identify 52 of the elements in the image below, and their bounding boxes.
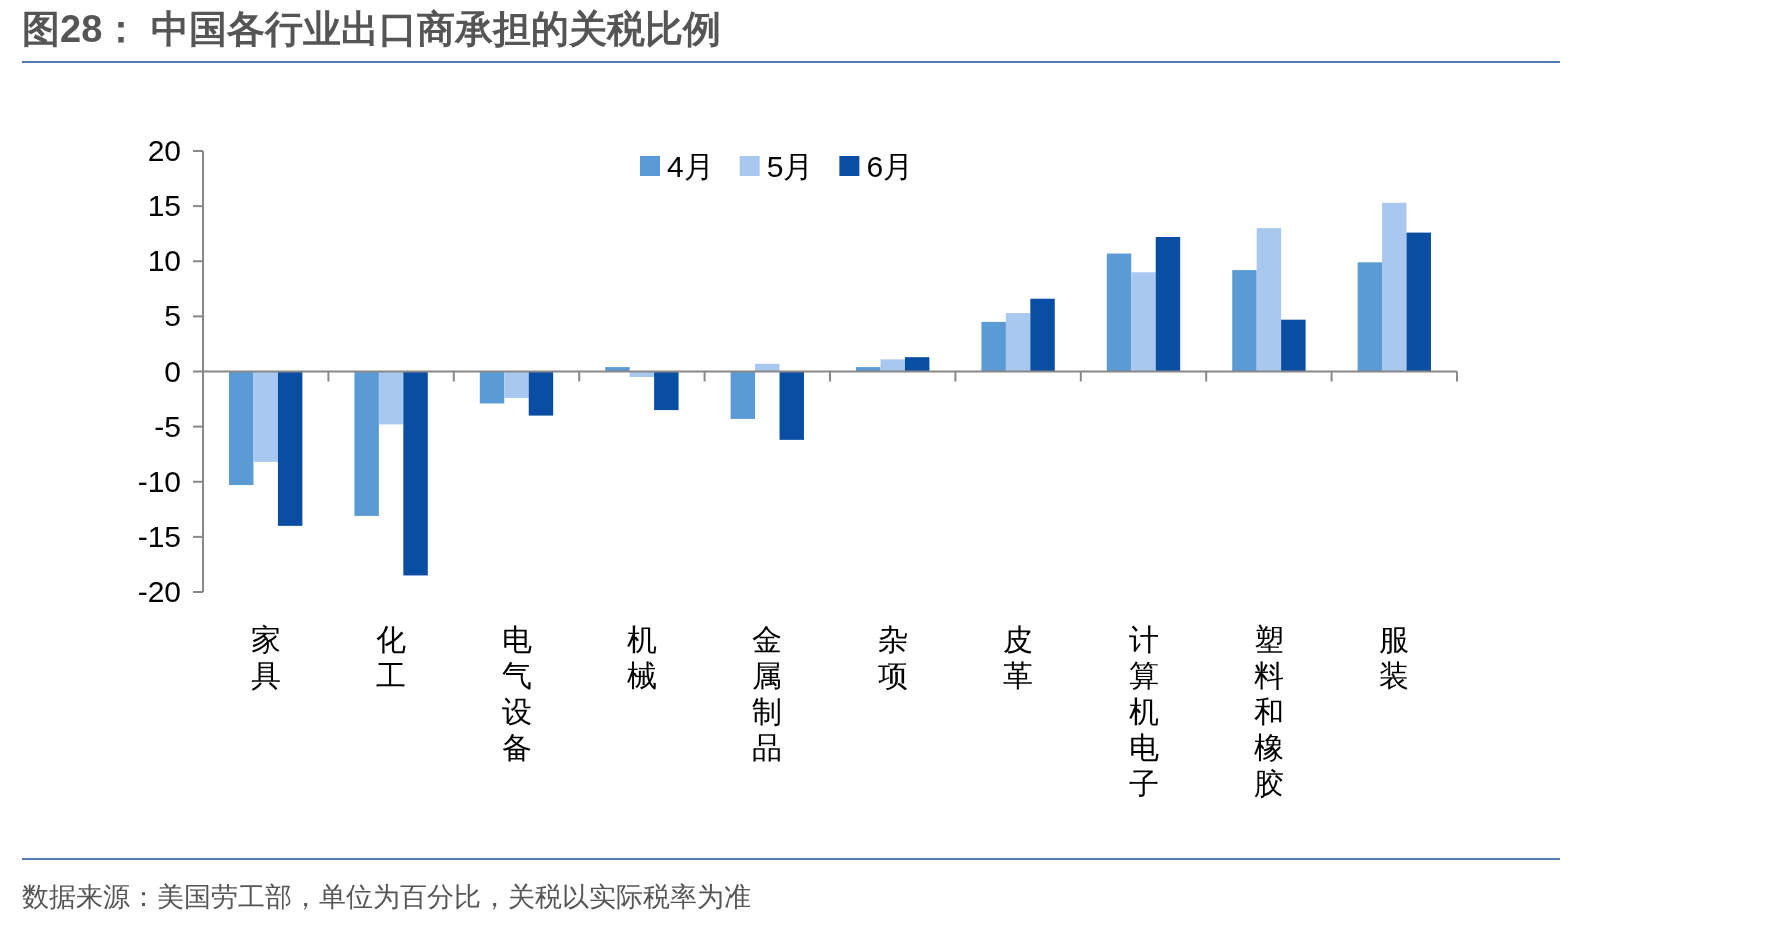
bar [1357,262,1383,372]
bar [1232,270,1257,372]
bar [229,371,254,486]
bar [479,371,505,404]
y-tick-label: -5 [154,409,181,443]
y-tick-label: -20 [137,575,181,608]
bar [1382,202,1407,372]
x-tick-label: 计算机电子 [1128,623,1159,800]
bar [378,371,404,425]
y-tick-label: 20 [147,134,181,167]
chart-title: 图28： 中国各行业出口商承担的关税比例 [22,8,721,50]
bar [654,371,679,411]
bar [1256,228,1282,372]
y-tick-label: -15 [137,519,181,553]
bar [880,359,905,372]
bar [779,371,804,440]
bar [403,371,428,576]
bar [528,371,554,416]
bar [277,371,303,526]
bar [904,357,930,372]
bar [981,321,1006,372]
legend-label: 4月 [667,150,714,183]
x-tick-label: 塑料和橡胶 [1253,623,1284,800]
x-tick-label: 化工 [376,623,407,692]
bar [1030,298,1055,372]
x-tick-label: 机械 [626,623,657,692]
legend-label: 6月 [866,150,914,183]
bar [1406,232,1431,372]
x-tick-label: 电气设备 [501,623,532,764]
bar [1155,237,1181,372]
y-tick-label: 0 [164,354,181,388]
y-tick-label: 5 [164,299,181,333]
x-tick-label: 杂项 [877,623,908,692]
y-tick-label: 15 [147,189,181,223]
y-tick-label: 10 [147,244,181,278]
legend-label: 5月 [766,150,814,183]
bar [354,371,379,516]
bar [1005,313,1031,372]
bar [504,371,529,398]
x-tick-label: 服装 [1379,623,1410,692]
bar [1131,272,1156,372]
x-tick-label: 家具 [250,623,281,692]
source-note: 数据来源：美国劳工部，单位为百分比，关税以实际税率为准 [22,882,751,912]
bar [605,367,630,372]
bar [1281,319,1306,372]
bar [755,363,780,372]
bar [730,371,756,419]
bar [1106,253,1132,372]
bar [253,371,278,462]
x-tick-label: 金属制品 [752,623,783,764]
x-tick-label: 皮革 [1003,623,1034,692]
y-tick-label: -10 [137,464,181,498]
